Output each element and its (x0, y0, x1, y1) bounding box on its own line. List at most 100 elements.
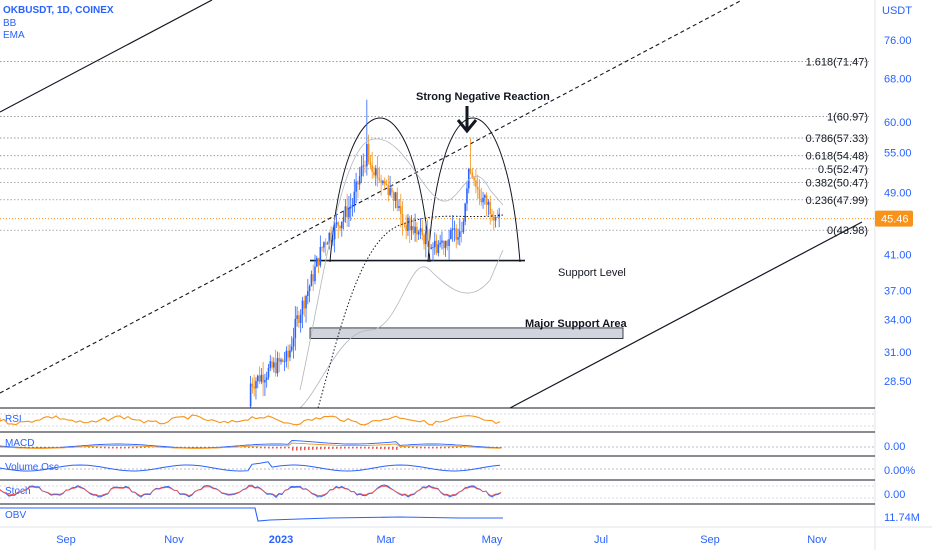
macd-histogram-bar (300, 447, 302, 451)
macd-histogram-bar (280, 447, 282, 449)
candle-body (310, 274, 313, 287)
candle-body (328, 232, 331, 244)
candle-body (485, 195, 488, 205)
fib-level-label: 1.618(71.47) (806, 56, 868, 68)
macd-histogram-bar (104, 447, 106, 449)
candle-body (256, 375, 259, 382)
candle-body (401, 213, 404, 225)
macd-histogram-bar (344, 447, 346, 449)
candle-body (301, 300, 304, 315)
candle-body (478, 189, 481, 199)
pane-label-obv: OBV (5, 510, 26, 521)
pane-value-label: 0.00% (884, 465, 915, 477)
price-tick-label: 31.00 (884, 347, 912, 359)
macd-histogram-bar (340, 447, 342, 449)
macd-histogram-bar (436, 447, 438, 449)
macd-histogram-bar (360, 447, 362, 449)
candle-body (278, 358, 281, 362)
indicator-bb-label[interactable]: BB (3, 18, 17, 29)
macd-histogram-bar (336, 447, 338, 449)
candle-body (414, 226, 416, 234)
macd-signal-line (0, 442, 501, 449)
macd-histogram-bar (364, 447, 366, 449)
obv-line (0, 507, 503, 522)
candle-body (281, 359, 284, 362)
candle-body (312, 274, 314, 282)
candle-body (376, 168, 379, 179)
candle-body (382, 180, 384, 184)
candle-body (469, 169, 472, 173)
time-tick-label: Nov (807, 534, 827, 546)
macd-histogram-bar (292, 447, 294, 451)
macd-histogram-bar (96, 447, 98, 449)
macd-histogram-bar (356, 447, 358, 449)
macd-histogram-bar (412, 447, 414, 449)
indicator-ema-label[interactable]: EMA (3, 30, 25, 41)
fib-level-label: 0.786(57.33) (806, 133, 868, 145)
ema-line (317, 214, 504, 409)
candle-body (450, 229, 452, 240)
candle-body (383, 180, 386, 185)
candle-body (280, 359, 282, 362)
fib-level-label: 0.382(50.47) (806, 177, 868, 189)
candle-body (340, 221, 343, 229)
candle-body (437, 244, 440, 254)
candle-body (292, 338, 295, 347)
candle-body (358, 176, 361, 185)
candle-body (305, 296, 307, 309)
candle-body (441, 240, 443, 243)
candle-body (484, 195, 486, 198)
macd-histogram-bar (396, 447, 398, 450)
symbol-title[interactable]: OKBUSDT, 1D, COINEX (3, 5, 114, 16)
price-tick-label: 34.00 (884, 315, 912, 327)
macd-line (0, 440, 501, 449)
candle-body (380, 180, 382, 184)
candle-body (475, 180, 477, 187)
channel-upper-line (0, 0, 213, 113)
candle-body (453, 228, 456, 230)
macd-histogram-bar (140, 447, 142, 449)
candle-body (425, 231, 427, 245)
candle-body (451, 228, 454, 230)
candle-body (267, 367, 270, 378)
macd-histogram-bar (92, 447, 94, 448)
candle-body (400, 206, 402, 214)
rsi-line (0, 414, 501, 426)
macd-histogram-bar (264, 447, 266, 449)
candle-body (394, 192, 397, 201)
fib-level-label: 0.5(52.47) (818, 164, 868, 176)
major-support-area-box (309, 327, 624, 339)
price-tick-label: 41.00 (884, 250, 912, 262)
pane-value-label: 0.00 (884, 489, 905, 501)
macd-histogram-bar (296, 447, 298, 451)
pane-value-label: 0.00 (884, 441, 905, 453)
macd-histogram-bar (420, 447, 422, 449)
candle-body (389, 188, 391, 196)
candle-body (348, 208, 350, 218)
candle-body (482, 197, 484, 203)
macd-histogram-bar (460, 447, 462, 448)
macd-histogram-bar (144, 447, 146, 448)
macd-histogram-bar (308, 447, 310, 450)
down-arrow-icon (456, 106, 478, 134)
candle-body (249, 383, 252, 407)
macd-histogram-bar (312, 447, 314, 450)
candle-body (391, 188, 393, 193)
candle-body (294, 318, 297, 339)
macd-histogram-bar (444, 447, 446, 449)
candle-body (439, 242, 441, 245)
macd-histogram-bar (248, 447, 250, 448)
candle-body (464, 203, 466, 222)
price-tick-label: 49.00 (884, 188, 912, 200)
candle-body (417, 231, 420, 235)
candle-body (421, 228, 424, 236)
stoch-d-line (0, 485, 502, 497)
macd-histogram-bar (332, 447, 334, 449)
candle-body (369, 162, 372, 165)
macd-histogram-bar (500, 447, 502, 449)
time-tick-label: May (482, 534, 503, 546)
candle-body (324, 242, 327, 245)
volume-osc-line (0, 461, 501, 472)
macd-histogram-bar (380, 447, 382, 450)
